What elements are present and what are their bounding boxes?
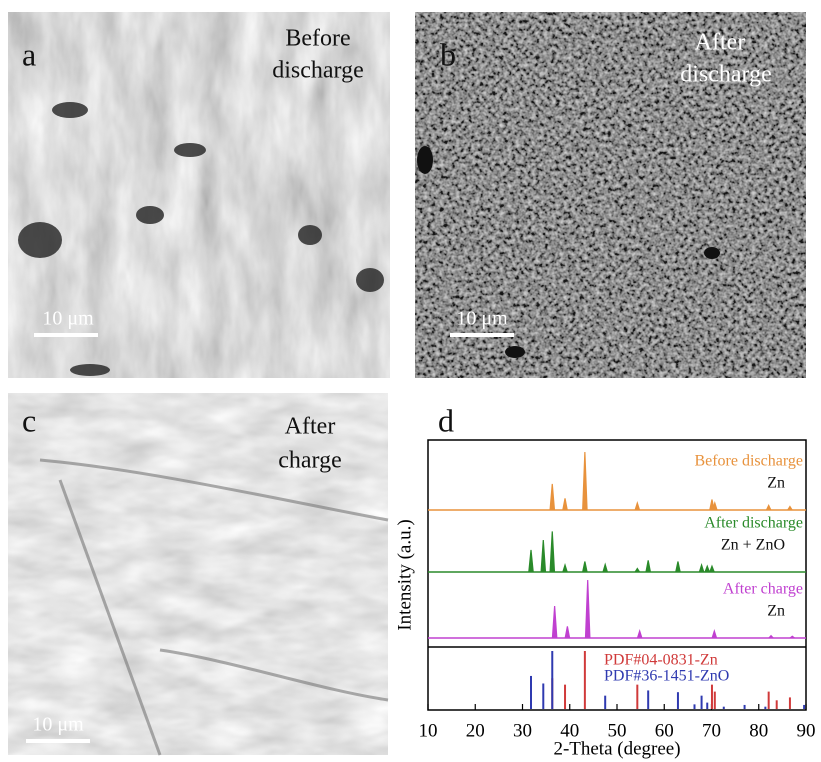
x-tick-label: 30 <box>513 720 532 741</box>
scale-bar <box>450 333 514 337</box>
peak <box>583 452 587 510</box>
scale-bar-label: 10 μm <box>32 714 84 736</box>
panel-c: c After charge 10 μm <box>8 393 388 755</box>
peak <box>635 503 639 510</box>
peak <box>550 531 554 572</box>
peak <box>712 631 716 638</box>
peak <box>769 636 773 638</box>
series-name: After charge <box>723 581 803 598</box>
figure: a Before discharge 10 μm b After dischar… <box>0 0 821 762</box>
x-tick-label: 90 <box>797 720 816 741</box>
caption: After <box>695 30 746 56</box>
panel-label: a <box>22 36 36 72</box>
peak <box>586 580 590 638</box>
peak <box>637 631 641 638</box>
x-tick-label: 70 <box>702 720 721 741</box>
x-tick-label: 50 <box>608 720 627 741</box>
phase-label: Zn <box>767 603 785 620</box>
peak <box>699 565 703 572</box>
y-axis-label: Intensity (a.u.) <box>394 519 415 630</box>
panel-a: a Before discharge 10 μm <box>8 12 390 378</box>
peak <box>565 626 569 638</box>
phase-label: Zn + ZnO <box>721 537 785 554</box>
panel-label: c <box>22 402 36 438</box>
phase-label: Zn <box>767 475 785 492</box>
peak <box>646 560 650 572</box>
peak <box>552 606 556 638</box>
scale-bar <box>26 739 90 743</box>
caption: After <box>285 414 336 440</box>
panel-label: b <box>440 36 456 72</box>
x-tick-label: 20 <box>466 720 485 741</box>
panel-d: d 2-Theta (degree) Intensity (a.u.) 10 20… <box>394 402 815 759</box>
peak <box>550 484 554 510</box>
series-name: Before discharge <box>694 453 803 470</box>
x-tick-label: 10 <box>419 720 438 741</box>
peak <box>541 540 545 572</box>
page: a Before discharge 10 μm b After dischar… <box>0 0 821 762</box>
peak <box>563 498 567 510</box>
scale-bar-label: 10 μm <box>42 308 94 330</box>
peak <box>603 564 607 572</box>
peak <box>583 562 587 572</box>
peak <box>788 507 792 510</box>
panel-label: d <box>438 402 454 438</box>
x-axis-label: 2-Theta (degree) <box>553 738 680 759</box>
peak <box>710 566 714 572</box>
x-tick-label: 40 <box>560 720 579 741</box>
panel-b: b After discharge 10 μm <box>415 12 806 378</box>
peak <box>766 505 770 510</box>
peak <box>705 566 709 572</box>
caption: discharge <box>272 58 364 84</box>
reference-name: PDF#04-0831-Zn <box>604 652 718 669</box>
caption: Before <box>285 26 350 52</box>
peak <box>563 565 567 572</box>
caption: discharge <box>680 62 772 88</box>
series-name: After discharge <box>704 515 803 532</box>
scale-bar-label: 10 μm <box>456 308 508 330</box>
x-tick-label: 80 <box>749 720 768 741</box>
peak <box>635 569 639 572</box>
caption: charge <box>278 448 342 474</box>
peak <box>676 562 680 572</box>
peak <box>529 550 533 572</box>
reference-name: PDF#36-1451-ZnO <box>604 668 729 685</box>
x-tick-label: 60 <box>655 720 674 741</box>
peak <box>790 636 794 638</box>
scale-bar <box>34 333 98 337</box>
